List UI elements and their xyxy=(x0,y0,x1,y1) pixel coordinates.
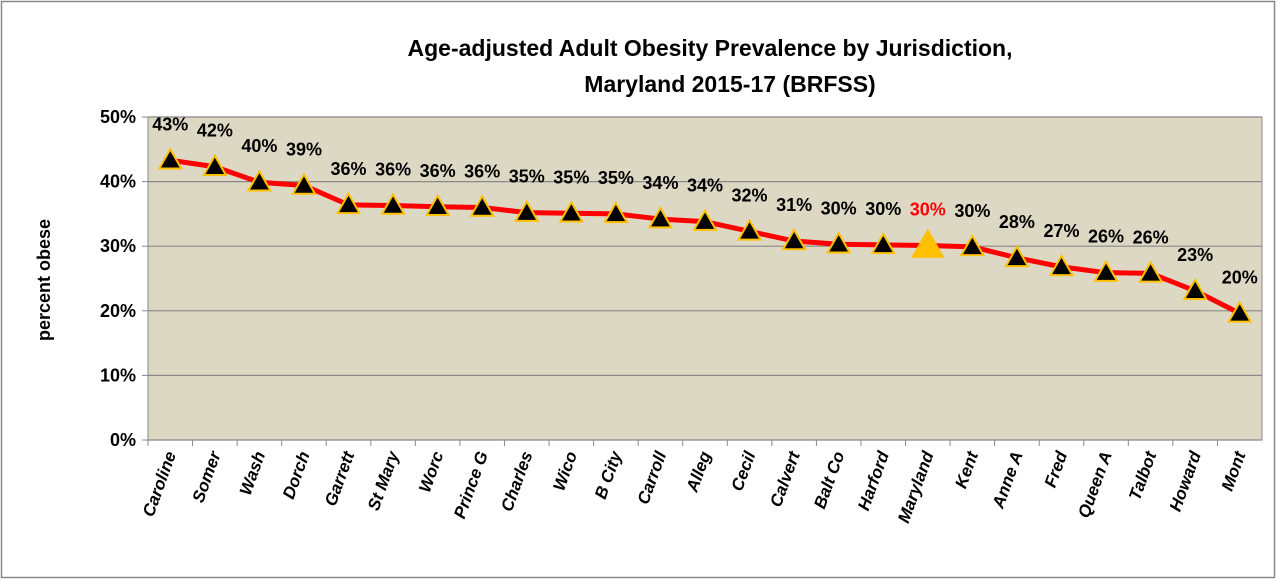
data-label: 30% xyxy=(865,199,901,219)
marker xyxy=(870,231,896,255)
marker xyxy=(469,194,495,217)
marker xyxy=(603,200,629,224)
marker xyxy=(202,153,228,176)
data-label: 39% xyxy=(286,139,322,159)
data-label: 36% xyxy=(331,159,367,179)
data-label: 20% xyxy=(1222,267,1258,287)
marker xyxy=(291,172,317,195)
data-label: 26% xyxy=(1088,227,1124,247)
data-label: 30% xyxy=(910,200,946,220)
data-label: 40% xyxy=(241,136,277,156)
data-label: 27% xyxy=(1043,221,1079,241)
data-label: 35% xyxy=(553,167,589,187)
data-label: 36% xyxy=(464,161,500,181)
marker xyxy=(558,200,585,223)
data-label: 30% xyxy=(821,198,857,218)
marker xyxy=(1048,253,1075,277)
marker xyxy=(380,192,406,215)
marker xyxy=(911,228,945,258)
plot-area xyxy=(147,116,1263,441)
marker xyxy=(1226,300,1253,323)
data-label: 28% xyxy=(999,212,1035,232)
y-tick-label: 40% xyxy=(100,172,136,192)
marker xyxy=(246,169,273,192)
data-label: 34% xyxy=(642,173,678,193)
y-tick-label: 0% xyxy=(110,430,136,450)
marker xyxy=(692,208,718,231)
marker xyxy=(1137,260,1164,283)
data-label: 35% xyxy=(598,168,634,188)
y-tick-label: 20% xyxy=(100,301,136,321)
y-tick-label: 10% xyxy=(100,365,136,385)
data-label: 32% xyxy=(732,185,768,205)
marker xyxy=(1004,244,1030,268)
data-label: 31% xyxy=(776,195,812,215)
data-label: 26% xyxy=(1133,227,1169,247)
data-label: 35% xyxy=(509,167,545,187)
marker xyxy=(647,206,674,229)
data-label: 23% xyxy=(1177,245,1213,265)
marker xyxy=(736,218,763,241)
marker xyxy=(1093,259,1119,282)
data-label: 42% xyxy=(197,121,233,141)
marker xyxy=(825,231,852,254)
marker xyxy=(424,193,451,217)
y-tick-label: 30% xyxy=(100,236,136,256)
marker xyxy=(959,233,986,257)
data-label: 34% xyxy=(687,176,723,196)
y-axis-label: percent obese xyxy=(34,219,54,341)
chart-title: Age-adjusted Adult Obesity Prevalence by… xyxy=(408,35,1013,61)
data-label: 36% xyxy=(375,160,411,180)
marker xyxy=(781,228,807,251)
marker xyxy=(157,147,184,170)
y-tick-label: 50% xyxy=(100,107,136,127)
data-label: 43% xyxy=(152,114,188,134)
marker xyxy=(335,191,362,215)
chart-title: Maryland 2015-17 (BRFSS) xyxy=(584,71,875,97)
marker xyxy=(514,199,540,222)
marker xyxy=(1182,277,1208,301)
data-label: 36% xyxy=(420,161,456,181)
data-label: 30% xyxy=(954,201,990,221)
